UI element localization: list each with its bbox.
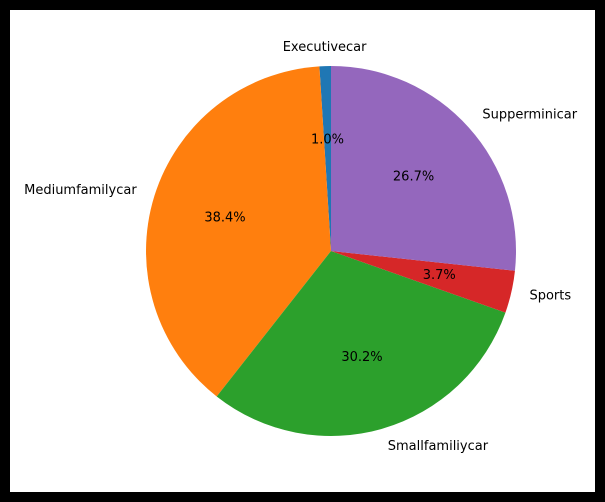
pct-label-executivecar: 1.0% bbox=[311, 133, 344, 148]
slice-label-supperminicar: Supperminicar bbox=[482, 107, 577, 122]
pie-slices bbox=[146, 66, 517, 436]
pct-label-mediumfamilycar: 38.4% bbox=[204, 211, 245, 226]
slice-label-sports: Sports bbox=[529, 289, 571, 304]
pie-labels: Executivecar 1.0% Mediumfamilycar 38.4% Smal… bbox=[24, 40, 578, 454]
pct-label-sports: 3.7% bbox=[423, 268, 456, 283]
slice-label-executivecar: Executivecar bbox=[283, 40, 367, 55]
pct-label-supperminicar: 26.7% bbox=[393, 169, 434, 184]
slice-label-mediumfamilycar: Mediumfamilycar bbox=[24, 183, 137, 198]
pie-slice-executivecar bbox=[319, 66, 331, 251]
pie-slice-supperminicar bbox=[331, 66, 517, 271]
chart-frame: Executivecar 1.0% Mediumfamilycar 38.4% Smal… bbox=[10, 10, 595, 492]
pie-slice-mediumfamilycar bbox=[146, 66, 331, 397]
pct-label-smallfamiliycar: 30.2% bbox=[341, 350, 382, 365]
pie-slice-smallfamiliycar bbox=[216, 251, 506, 436]
slice-label-smallfamiliycar: Smallfamiliycar bbox=[388, 439, 489, 454]
pie-chart: Executivecar 1.0% Mediumfamilycar 38.4% Smal… bbox=[24, 40, 578, 454]
pie-slice-sports bbox=[331, 251, 515, 313]
